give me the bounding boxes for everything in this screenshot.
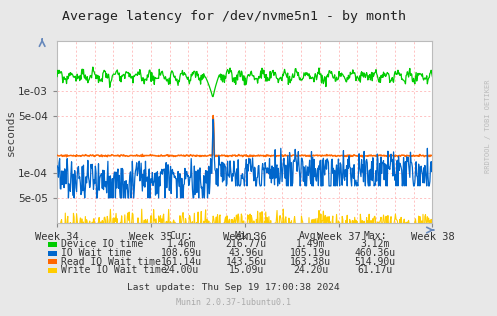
Text: 1.46m: 1.46m <box>166 239 196 249</box>
Text: 24.20u: 24.20u <box>293 265 328 276</box>
Text: Avg:: Avg: <box>299 231 323 241</box>
Text: Device IO time: Device IO time <box>61 239 143 249</box>
Text: 108.69u: 108.69u <box>161 248 202 258</box>
Text: RRDTOOL / TOBI OETIKER: RRDTOOL / TOBI OETIKER <box>485 80 491 173</box>
Text: 216.77u: 216.77u <box>226 239 266 249</box>
Y-axis label: seconds: seconds <box>5 108 15 155</box>
Text: 143.56u: 143.56u <box>226 257 266 267</box>
Text: 15.09u: 15.09u <box>229 265 263 276</box>
Text: 43.96u: 43.96u <box>229 248 263 258</box>
Text: 105.19u: 105.19u <box>290 248 331 258</box>
Text: Last update: Thu Sep 19 17:00:38 2024: Last update: Thu Sep 19 17:00:38 2024 <box>127 283 340 292</box>
Text: Average latency for /dev/nvme5n1 - by month: Average latency for /dev/nvme5n1 - by mo… <box>62 10 406 23</box>
Text: 61.17u: 61.17u <box>358 265 393 276</box>
Text: Write IO Wait time: Write IO Wait time <box>61 265 166 276</box>
Text: 514.90u: 514.90u <box>355 257 396 267</box>
Text: 3.12m: 3.12m <box>360 239 390 249</box>
Text: 24.00u: 24.00u <box>164 265 199 276</box>
Text: Munin 2.0.37-1ubuntu0.1: Munin 2.0.37-1ubuntu0.1 <box>176 298 291 307</box>
Text: Read IO Wait time: Read IO Wait time <box>61 257 161 267</box>
Text: Max:: Max: <box>363 231 387 241</box>
Text: 460.36u: 460.36u <box>355 248 396 258</box>
Text: Min:: Min: <box>234 231 258 241</box>
Text: Cur:: Cur: <box>169 231 193 241</box>
Text: IO Wait time: IO Wait time <box>61 248 131 258</box>
Text: 161.14u: 161.14u <box>161 257 202 267</box>
Text: 1.49m: 1.49m <box>296 239 326 249</box>
Text: 163.38u: 163.38u <box>290 257 331 267</box>
